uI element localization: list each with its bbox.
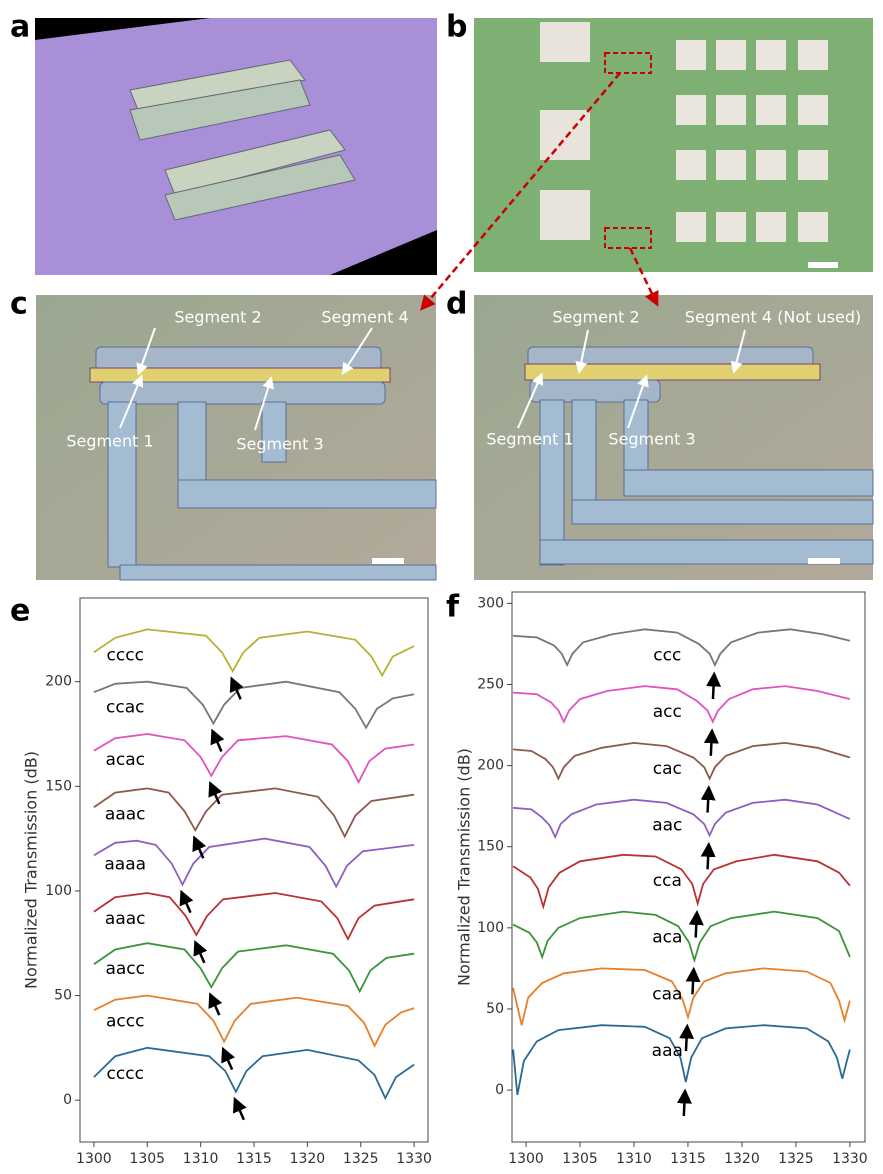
arrow xyxy=(708,793,709,813)
series-label: aacc xyxy=(105,959,145,979)
x-tick-label: 1330 xyxy=(832,1151,868,1167)
panel-b-image xyxy=(474,18,873,272)
annotation: Segment 4 (Not used) xyxy=(685,308,861,327)
x-tick-label: 1315 xyxy=(236,1151,272,1167)
y-tick-label: 100 xyxy=(45,883,72,899)
figure: a b c d e f Segment 1 Segment 2 Segment … xyxy=(0,0,883,1170)
y-tick-label: 50 xyxy=(54,988,72,1004)
arrow xyxy=(713,679,714,699)
x-tick-label: 1305 xyxy=(129,1151,165,1167)
x-tick-label: 1300 xyxy=(76,1151,112,1167)
y-axis-label: Normalized Transmission (dB) xyxy=(22,751,41,989)
series-label: aaac xyxy=(105,909,146,929)
series-label: cccc xyxy=(107,1064,144,1084)
arrow xyxy=(214,736,221,752)
series-label: aaa xyxy=(652,1041,683,1061)
series-label: ccac xyxy=(106,698,144,718)
arrow xyxy=(183,897,190,913)
y-tick-label: 150 xyxy=(477,839,504,855)
arrow xyxy=(686,1031,687,1051)
y-axis-label: Normalized Transmission (dB) xyxy=(455,748,474,986)
arrow xyxy=(708,849,709,869)
plot-frame xyxy=(512,592,865,1142)
series-label: aaac xyxy=(105,804,146,824)
series-line xyxy=(513,629,850,665)
annotation: Segment 2 xyxy=(174,308,261,327)
panel-label: b xyxy=(446,10,467,45)
y-tick-label: 250 xyxy=(477,676,504,692)
x-tick-label: 1320 xyxy=(724,1151,760,1167)
annotation: Segment 3 xyxy=(608,430,695,449)
arrow xyxy=(225,1054,232,1070)
series-label: cac xyxy=(653,759,682,779)
x-tick-label: 1325 xyxy=(343,1151,379,1167)
y-tick-label: 300 xyxy=(477,595,504,611)
y-tick-label: 150 xyxy=(45,778,72,794)
series-label: acac xyxy=(105,750,145,770)
x-tick-label: 1310 xyxy=(183,1151,219,1167)
x-tick-label: 1330 xyxy=(396,1151,432,1167)
y-tick-label: 200 xyxy=(477,758,504,774)
arrow xyxy=(234,683,241,699)
panel-a-image xyxy=(35,18,437,275)
series-label: aca xyxy=(652,928,682,948)
series-label: ccc xyxy=(653,645,681,665)
x-tick-label: 1310 xyxy=(616,1151,652,1167)
arrow xyxy=(237,1104,244,1120)
y-tick-label: 100 xyxy=(477,920,504,936)
x-tick-label: 1305 xyxy=(562,1151,598,1167)
annotation: Segment 3 xyxy=(236,435,323,454)
panel-label: a xyxy=(10,10,30,45)
y-tick-label: 0 xyxy=(63,1092,72,1108)
x-tick-label: 1325 xyxy=(778,1151,814,1167)
x-tick-label: 1320 xyxy=(290,1151,326,1167)
annotation: Segment 4 xyxy=(321,308,408,327)
series-label: acc xyxy=(653,702,682,722)
annotation: Segment 1 xyxy=(66,432,153,451)
panel-label: f xyxy=(446,590,460,625)
arrow xyxy=(197,947,204,963)
annotation: Segment 2 xyxy=(552,308,639,327)
y-tick-label: 50 xyxy=(486,1001,504,1017)
x-tick-label: 1315 xyxy=(670,1151,706,1167)
arrow xyxy=(692,974,693,994)
arrow xyxy=(684,1096,685,1116)
series-label: aaaa xyxy=(104,855,146,875)
arrow xyxy=(212,999,219,1015)
series-label: aac xyxy=(652,816,682,836)
x-tick-label: 1300 xyxy=(508,1151,544,1167)
panel-label: e xyxy=(10,594,30,629)
panel-label: c xyxy=(10,287,28,322)
series-label: cca xyxy=(653,871,682,891)
arrow xyxy=(711,736,712,756)
series-label: cccc xyxy=(107,645,144,665)
y-tick-label: 200 xyxy=(45,674,72,690)
annotation: Segment 1 xyxy=(486,430,573,449)
series-label: accc xyxy=(106,1012,144,1032)
y-tick-label: 0 xyxy=(495,1082,504,1098)
series-label: caa xyxy=(652,984,682,1004)
arrow xyxy=(696,918,697,938)
panel-label: d xyxy=(446,287,467,322)
